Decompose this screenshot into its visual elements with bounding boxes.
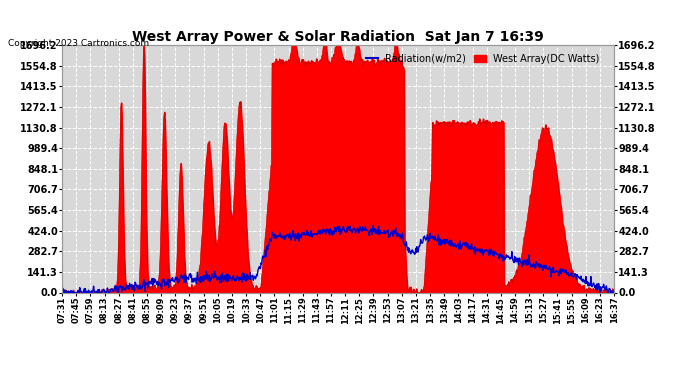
Text: Copyright 2023 Cartronics.com: Copyright 2023 Cartronics.com	[8, 39, 150, 48]
Title: West Array Power & Solar Radiation  Sat Jan 7 16:39: West Array Power & Solar Radiation Sat J…	[132, 30, 544, 44]
Legend: Radiation(w/m2), West Array(DC Watts): Radiation(w/m2), West Array(DC Watts)	[362, 50, 604, 68]
